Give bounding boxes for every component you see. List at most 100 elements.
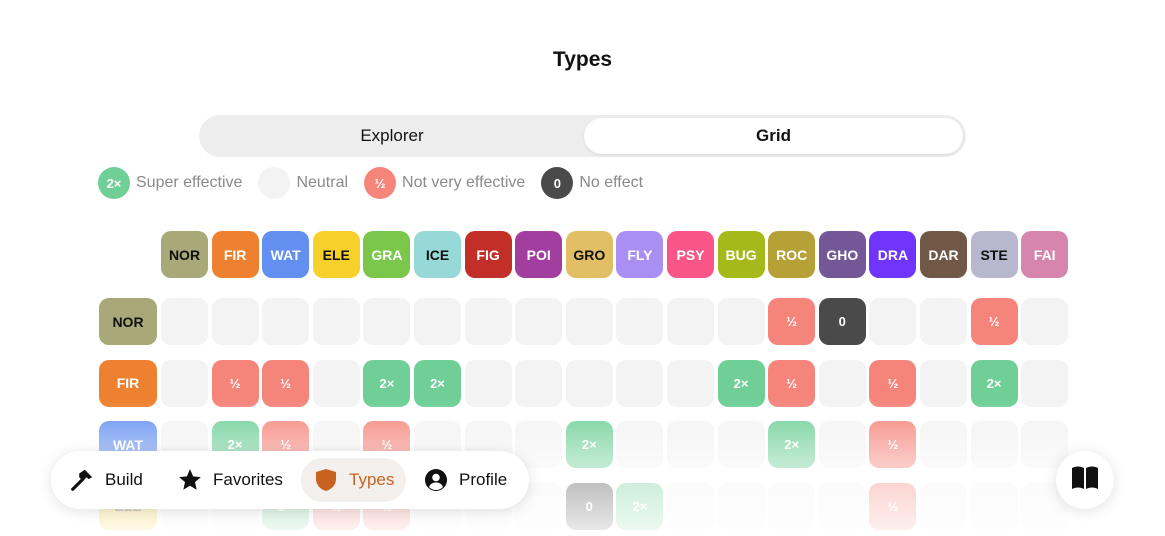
matchup-cell[interactable]: [616, 298, 664, 345]
tab-build-label: Build: [105, 470, 143, 489]
tab-profile-label: Profile: [459, 470, 508, 489]
matchup-cell[interactable]: [515, 359, 563, 407]
legend-label: No effect: [579, 174, 644, 191]
matchup-cell[interactable]: [920, 359, 967, 407]
matchup-cell[interactable]: 2×: [616, 482, 664, 530]
guide-button[interactable]: [1056, 451, 1114, 509]
matchup-cell[interactable]: [312, 359, 360, 407]
column-header-fir[interactable]: FIR: [211, 231, 259, 278]
row-header-fir[interactable]: FIR: [99, 359, 157, 407]
person-circle-icon: [423, 467, 449, 493]
matchup-cell[interactable]: [1021, 298, 1069, 345]
matchup-cell[interactable]: ½: [768, 359, 816, 407]
matchup-cell[interactable]: [363, 298, 411, 345]
matchup-cell[interactable]: [818, 421, 866, 468]
matchup-cell[interactable]: [414, 298, 461, 345]
matchup-cell[interactable]: [464, 359, 512, 407]
matchup-cell[interactable]: [920, 482, 967, 530]
matchup-cell[interactable]: [161, 298, 208, 345]
column-header-gro[interactable]: GRO: [565, 231, 613, 278]
column-header-poi[interactable]: POI: [515, 231, 563, 278]
matchup-cell[interactable]: 0: [565, 482, 613, 530]
matchup-cell[interactable]: [667, 482, 714, 530]
matchup-cell[interactable]: [920, 298, 967, 345]
tab-favorites[interactable]: Favorites: [165, 458, 295, 502]
matchup-cell[interactable]: 2×: [565, 421, 613, 468]
matchup-cell[interactable]: [312, 298, 360, 345]
matchup-cell[interactable]: ½: [211, 359, 259, 407]
matchup-cell[interactable]: [515, 298, 563, 345]
legend-chip: 0: [541, 167, 574, 199]
matchup-cell[interactable]: 2×: [717, 359, 765, 407]
matchup-cell[interactable]: ½: [262, 359, 310, 407]
matchup-cell[interactable]: [717, 482, 765, 530]
matchup-cell[interactable]: [667, 421, 714, 468]
matchup-cell[interactable]: [211, 298, 259, 345]
matchup-cell[interactable]: 0: [818, 298, 866, 345]
matchup-cell[interactable]: [616, 359, 664, 407]
column-header-fig[interactable]: FIG: [464, 231, 512, 278]
legend-label: Not very effective: [402, 174, 526, 191]
legend-item-super-effective: 2× Super effective: [98, 167, 242, 199]
matchup-cell[interactable]: [1021, 359, 1069, 407]
legend-label: Super effective: [136, 174, 243, 191]
matchup-cell[interactable]: [970, 482, 1018, 530]
column-header-ele[interactable]: ELE: [312, 231, 360, 278]
legend-chip: ½: [364, 167, 397, 199]
page-title: Types: [552, 48, 613, 71]
tab-profile[interactable]: Profile: [411, 458, 519, 502]
column-header-wat[interactable]: WAT: [262, 231, 310, 278]
matchup-cell[interactable]: [717, 298, 765, 345]
matchup-cell[interactable]: [262, 298, 310, 345]
column-header-fai[interactable]: FAI: [1021, 231, 1069, 278]
matchup-cell[interactable]: [818, 482, 866, 530]
column-header-fly[interactable]: FLY: [616, 231, 664, 278]
column-header-gra[interactable]: GRA: [363, 231, 411, 278]
matchup-cell[interactable]: [818, 359, 866, 407]
row-header-nor[interactable]: NOR: [99, 298, 157, 345]
matchup-cell[interactable]: [869, 298, 917, 345]
column-header-nor[interactable]: NOR: [161, 231, 208, 278]
matchup-cell[interactable]: ½: [970, 298, 1018, 345]
matchup-cell[interactable]: 2×: [414, 359, 461, 407]
legend-item-not-very-effective: ½ Not very effective: [364, 167, 525, 199]
bottom-tab-bar: Build Favorites Types Profile: [51, 451, 529, 509]
legend-chip: 2×: [98, 167, 130, 199]
matchup-cell[interactable]: [565, 298, 613, 345]
column-header-dar[interactable]: DAR: [920, 231, 967, 278]
matchup-cell[interactable]: ½: [869, 482, 917, 530]
column-header-bug[interactable]: BUG: [717, 231, 765, 278]
matchup-cell[interactable]: 2×: [768, 421, 816, 468]
column-header-ste[interactable]: STE: [970, 231, 1018, 278]
matchup-cell[interactable]: ½: [768, 298, 816, 345]
matchup-cell[interactable]: [920, 421, 967, 468]
matchup-cell[interactable]: ½: [869, 359, 917, 407]
matchup-cell[interactable]: [565, 359, 613, 407]
matchup-cell[interactable]: [717, 421, 765, 468]
segment-grid[interactable]: Grid: [584, 118, 963, 154]
view-segmented-control: Explorer Grid: [199, 115, 966, 157]
matchup-cell[interactable]: ½: [869, 421, 917, 468]
shield-icon: [313, 467, 339, 493]
matchup-cell[interactable]: [1021, 421, 1069, 468]
matchup-cell[interactable]: 2×: [970, 359, 1018, 407]
matchup-cell[interactable]: [768, 482, 816, 530]
tab-types[interactable]: Types: [301, 458, 407, 502]
tab-build[interactable]: Build: [57, 458, 155, 502]
segment-explorer[interactable]: Explorer: [360, 126, 424, 145]
column-header-gho[interactable]: GHO: [818, 231, 866, 278]
matchup-cell[interactable]: [161, 359, 208, 407]
matchup-cell[interactable]: [464, 298, 512, 345]
matchup-cell[interactable]: [667, 298, 714, 345]
column-header-dra[interactable]: DRA: [869, 231, 917, 278]
column-header-psy[interactable]: PSY: [667, 231, 714, 278]
legend: 2× Super effective Neutral ½ Not very ef…: [98, 167, 659, 199]
matchup-cell[interactable]: [616, 421, 664, 468]
legend-chip: [258, 167, 291, 199]
legend-item-no-effect: 0 No effect: [541, 167, 643, 199]
matchup-cell[interactable]: [667, 359, 714, 407]
matchup-cell[interactable]: [970, 421, 1018, 468]
matchup-cell[interactable]: 2×: [363, 359, 411, 407]
column-header-ice[interactable]: ICE: [414, 231, 461, 278]
column-header-roc[interactable]: ROC: [768, 231, 816, 278]
